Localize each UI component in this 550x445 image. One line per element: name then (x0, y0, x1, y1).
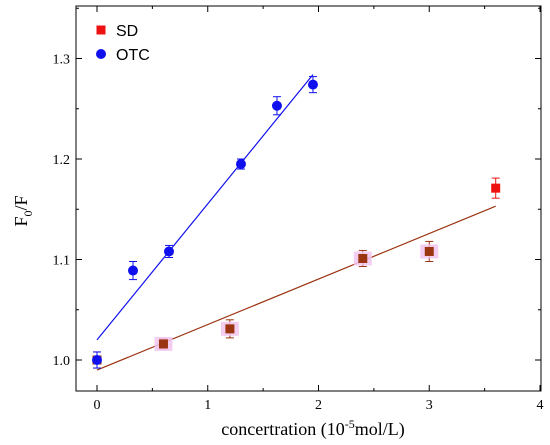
y-tick-label: 1.3 (53, 53, 71, 68)
point-sd (358, 253, 368, 263)
point-otc (163, 246, 174, 257)
legend-label-sd: SD (116, 23, 138, 40)
legend: SD OTC (96, 23, 150, 64)
fit-line-otc (96, 74, 314, 341)
legend-label-otc: OTC (116, 47, 150, 64)
plot-frame (75, 5, 542, 392)
fit-lines (96, 74, 496, 371)
point-otc (307, 79, 318, 90)
y-axis-title: F0/F (11, 195, 35, 226)
y-tick-label: 1.1 (53, 254, 71, 269)
point-otc (235, 159, 246, 170)
legend-marker-sd (96, 25, 106, 35)
point-sd (225, 324, 235, 334)
x-tick-label: 3 (426, 398, 433, 413)
x-axis-title: concertration (10-5mol/L) (221, 417, 404, 440)
point-otc (271, 100, 282, 111)
x-tick-label: 4 (537, 398, 544, 413)
x-tick-label: 0 (94, 398, 101, 413)
y-tick-label: 1.0 (53, 354, 71, 369)
y-tick-label: 1.2 (53, 153, 71, 168)
point-otc (127, 265, 138, 276)
legend-marker-otc (96, 49, 106, 59)
x-tick-label: 1 (204, 398, 211, 413)
point-sd (424, 246, 434, 256)
point-sd (158, 339, 168, 349)
point-sd (491, 183, 501, 193)
axis-ticks: 0 1 2 3 4 1.0 1.1 1.2 1.3 (53, 6, 544, 413)
data-points (92, 76, 501, 369)
point-otc (92, 355, 102, 365)
x-tick-label: 2 (315, 398, 322, 413)
